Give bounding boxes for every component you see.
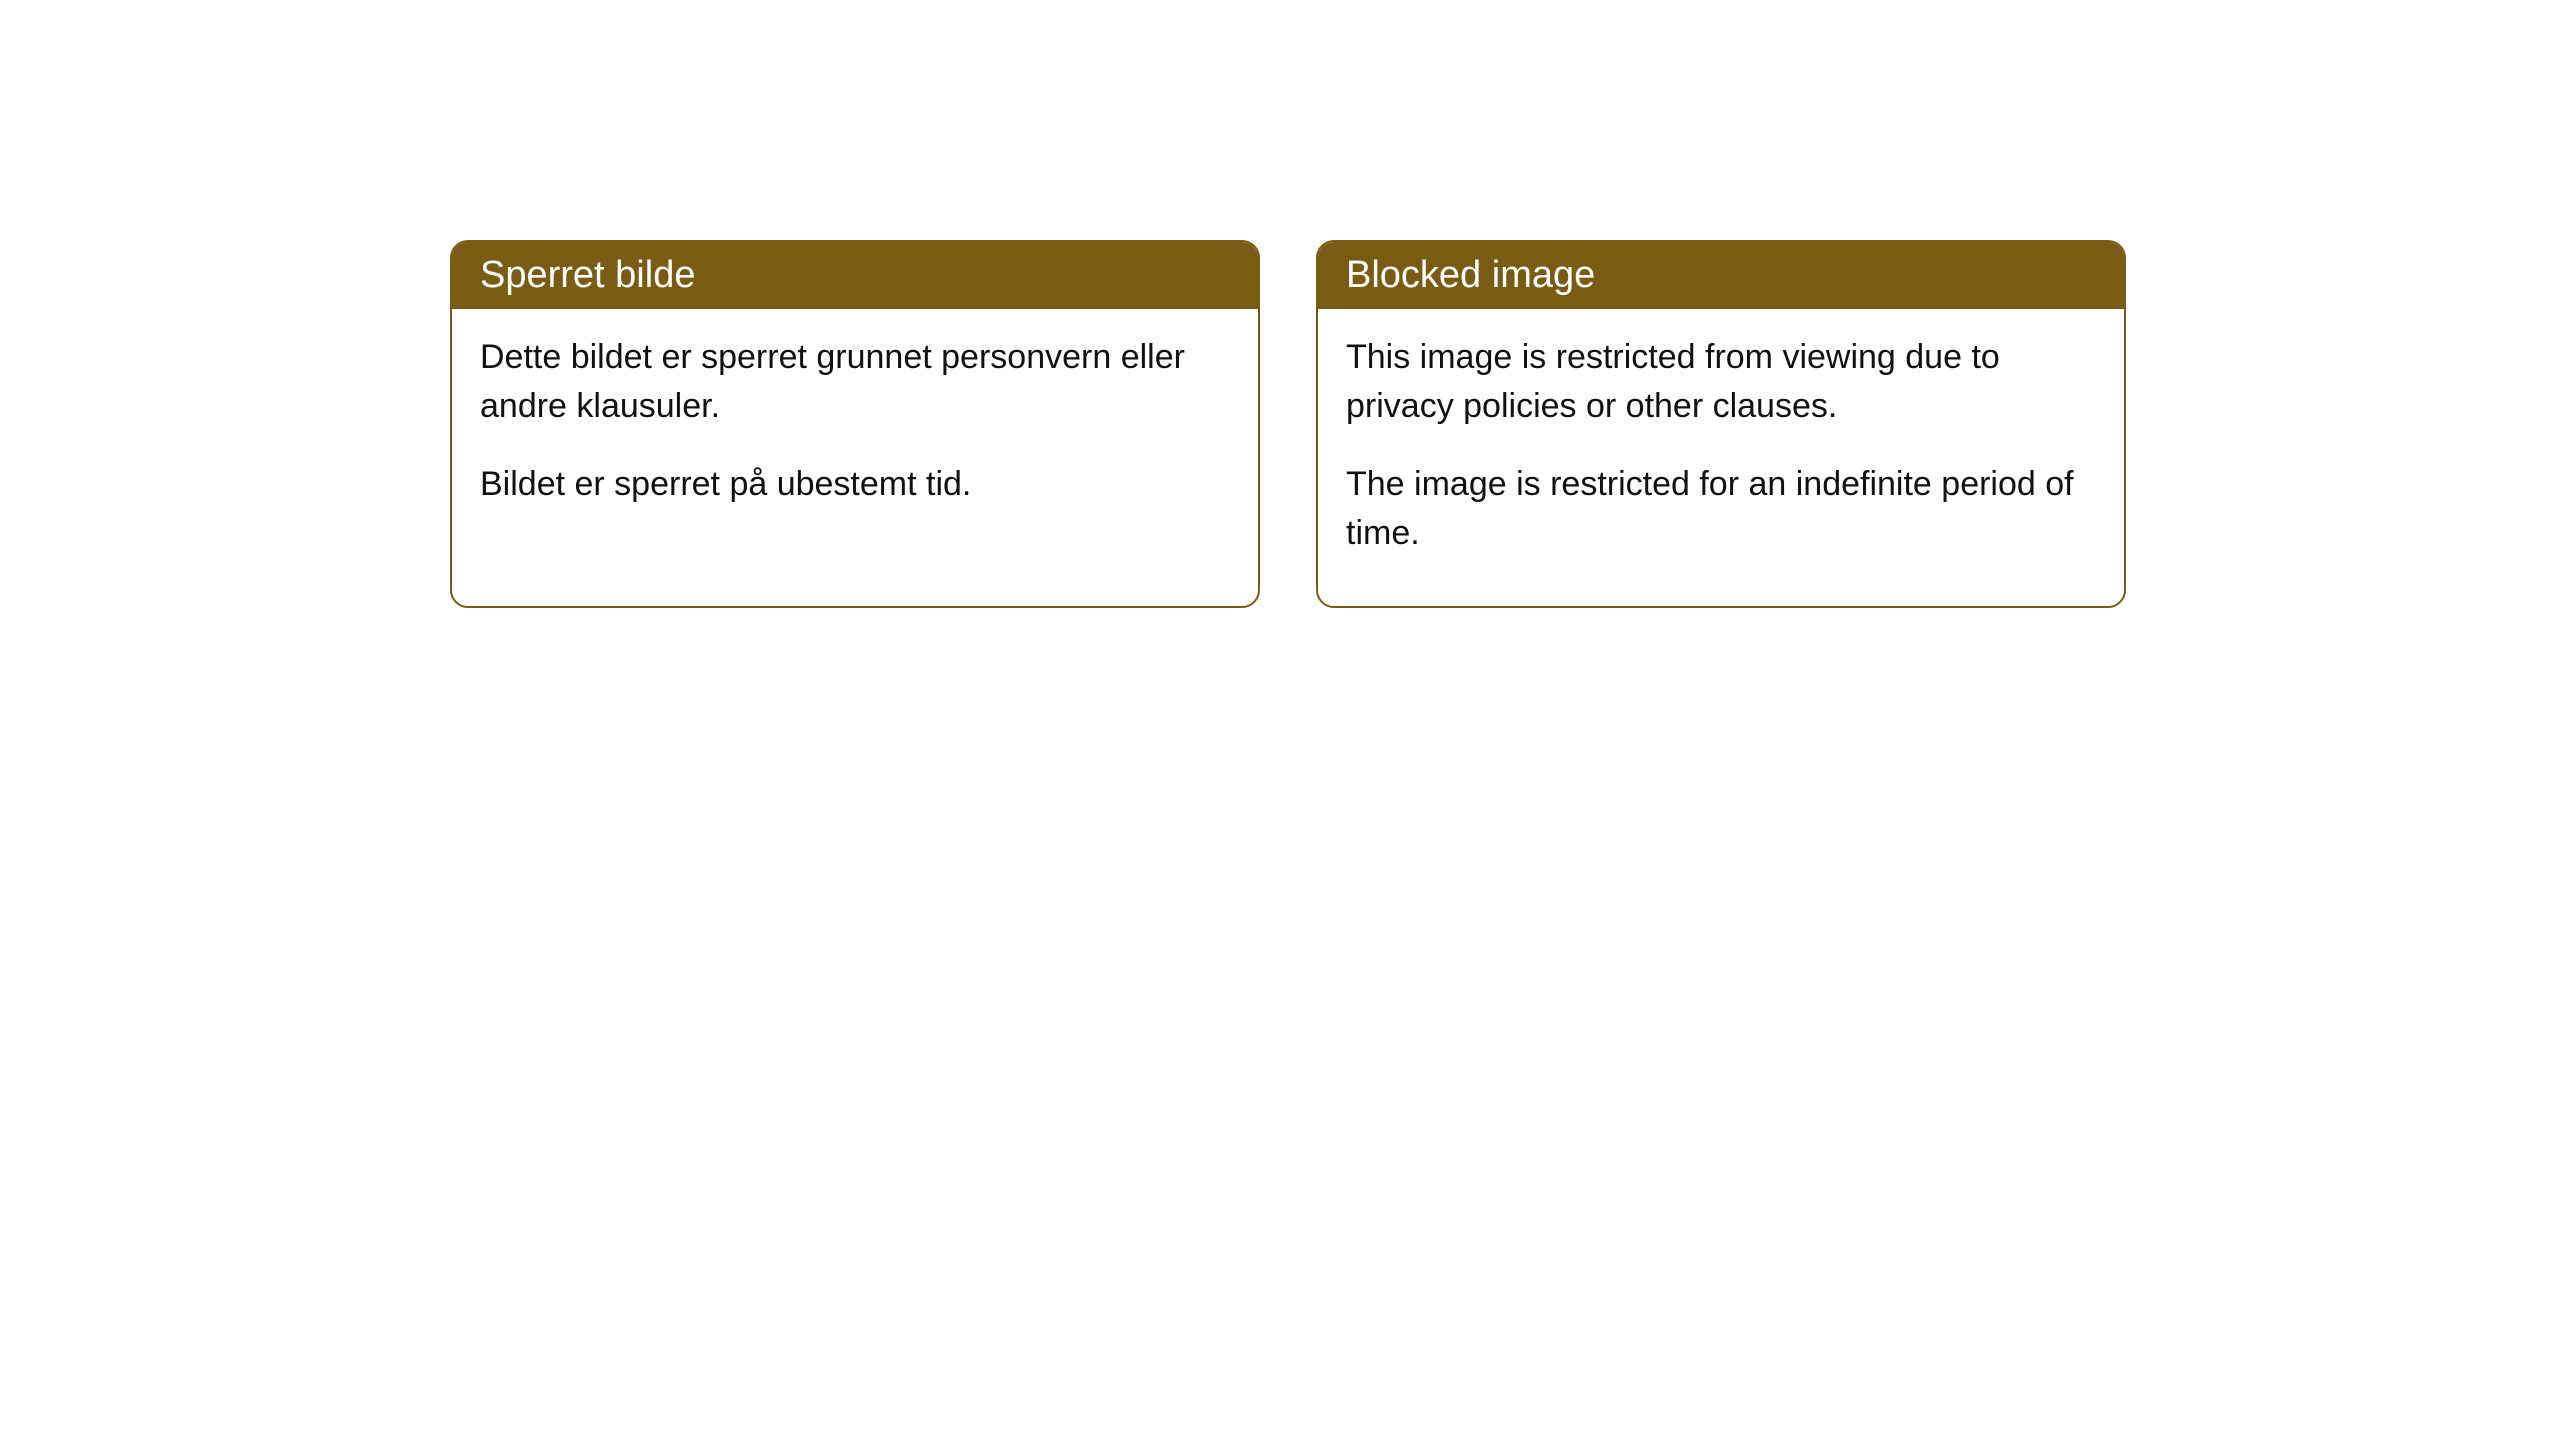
blocked-image-card-english: Blocked image This image is restricted f… (1316, 240, 2126, 608)
notice-text-english-2: The image is restricted for an indefinit… (1346, 460, 2096, 559)
blocked-image-card-norwegian: Sperret bilde Dette bildet er sperret gr… (450, 240, 1260, 608)
notice-text-norwegian-2: Bildet er sperret på ubestemt tid. (480, 460, 1230, 509)
notice-text-english-1: This image is restricted from viewing du… (1346, 333, 2096, 432)
card-body-english: This image is restricted from viewing du… (1318, 309, 2124, 606)
card-header-english: Blocked image (1318, 242, 2124, 309)
card-header-norwegian: Sperret bilde (452, 242, 1258, 309)
notice-text-norwegian-1: Dette bildet er sperret grunnet personve… (480, 333, 1230, 432)
card-body-norwegian: Dette bildet er sperret grunnet personve… (452, 309, 1258, 557)
notice-cards-container: Sperret bilde Dette bildet er sperret gr… (450, 240, 2126, 608)
